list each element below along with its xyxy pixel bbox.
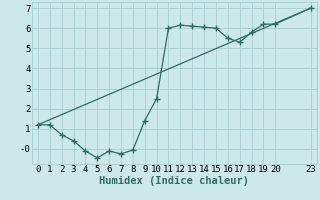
X-axis label: Humidex (Indice chaleur): Humidex (Indice chaleur) <box>100 176 249 186</box>
